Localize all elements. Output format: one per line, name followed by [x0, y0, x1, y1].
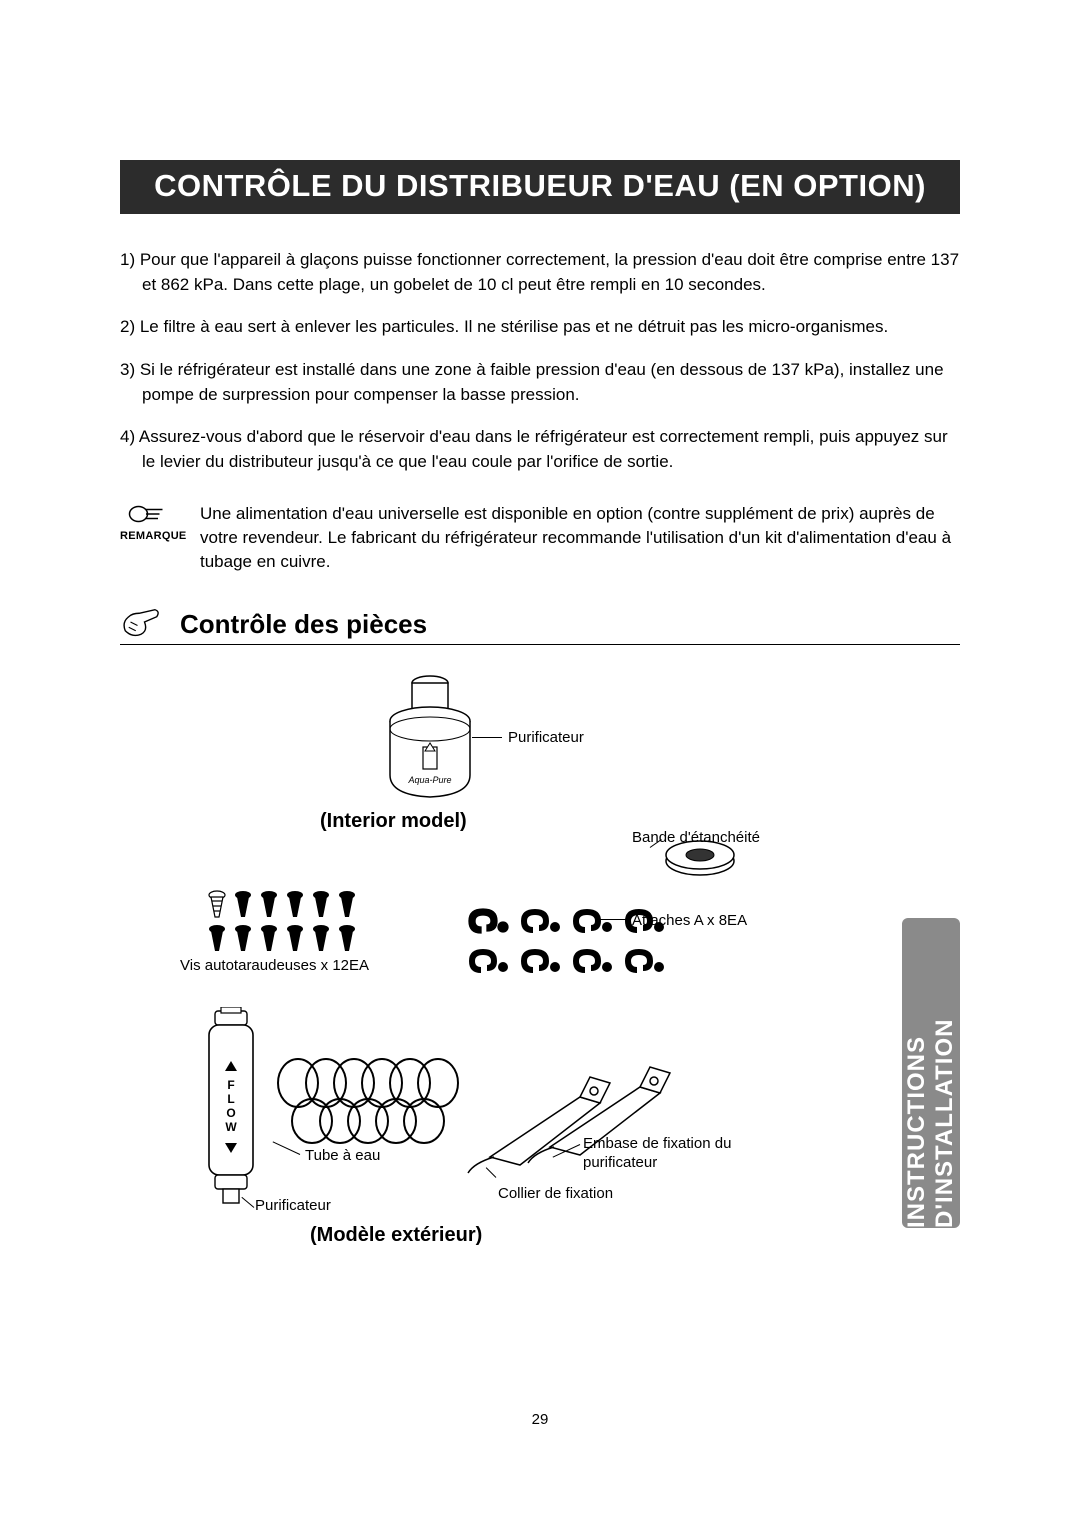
section-title: Contrôle des pièces [180, 609, 427, 640]
remark-icon: REMARQUE [120, 502, 172, 542]
note-hand-icon [128, 502, 164, 526]
section-heading-row: Contrôle des pièces [120, 604, 960, 645]
svg-text:O: O [226, 1106, 235, 1120]
svg-text:F: F [227, 1078, 234, 1092]
label-seal-tape: Bande d'étanchéité [632, 829, 760, 848]
remark-caption: REMARQUE [120, 530, 172, 542]
page-number: 29 [0, 1411, 1080, 1428]
label-clips: Attaches A x 8EA [632, 912, 747, 931]
page-title: CONTRÔLE DU DISTRIBUEUR D'EAU (EN OPTION… [154, 168, 926, 203]
label-screws: Vis autotaraudeuses x 12EA [180, 957, 369, 976]
label-clamp: Collier de fixation [498, 1185, 613, 1204]
paragraph-2: 2) Le filtre à eau sert à enlever les pa… [120, 315, 960, 340]
side-tab: INSTRUCTIONS D'INSTALLATION [902, 918, 960, 1228]
manual-page: CONTRÔLE DU DISTRIBUEUR D'EAU (EN OPTION… [0, 0, 1080, 1528]
label-water-tube: Tube à eau [305, 1147, 380, 1166]
svg-text:Aqua-Pure: Aqua-Pure [407, 775, 451, 785]
paragraph-1: 1) Pour que l'appareil à glaçons puisse … [120, 248, 960, 297]
water-tube-icon [270, 1057, 460, 1147]
paragraph-4: 4) Assurez-vous d'abord que le réservoir… [120, 425, 960, 474]
exterior-heading: (Modèle extérieur) [310, 1223, 482, 1248]
label-bracket: Embase de fixation du purificateur [583, 1135, 753, 1173]
pointing-hand-icon [120, 604, 162, 640]
label-purifier-top: Purificateur [508, 729, 584, 748]
label-purifier-bottom: Purificateur [255, 1197, 331, 1216]
interior-heading: (Interior model) [320, 809, 467, 834]
body-text: 1) Pour que l'appareil à glaçons puisse … [120, 248, 960, 474]
paragraph-3: 3) Si le réfrigérateur est installé dans… [120, 358, 960, 407]
purifier-bottom-icon: F L O W [195, 1007, 267, 1207]
parts-diagram: Aqua-Pure Purificateur (Interior model) … [120, 657, 960, 1267]
screws-icon [205, 887, 375, 957]
leader-line [472, 737, 502, 738]
side-tab-label: INSTRUCTIONS D'INSTALLATION [903, 918, 959, 1228]
svg-text:L: L [227, 1092, 234, 1106]
svg-text:W: W [225, 1120, 237, 1134]
remark-block: REMARQUE Une alimentation d'eau universe… [120, 502, 960, 573]
purifier-top-icon: Aqua-Pure [375, 657, 485, 807]
leader-line [598, 919, 628, 920]
remark-text: Une alimentation d'eau universelle est d… [200, 502, 960, 573]
page-title-bar: CONTRÔLE DU DISTRIBUEUR D'EAU (EN OPTION… [120, 160, 960, 214]
